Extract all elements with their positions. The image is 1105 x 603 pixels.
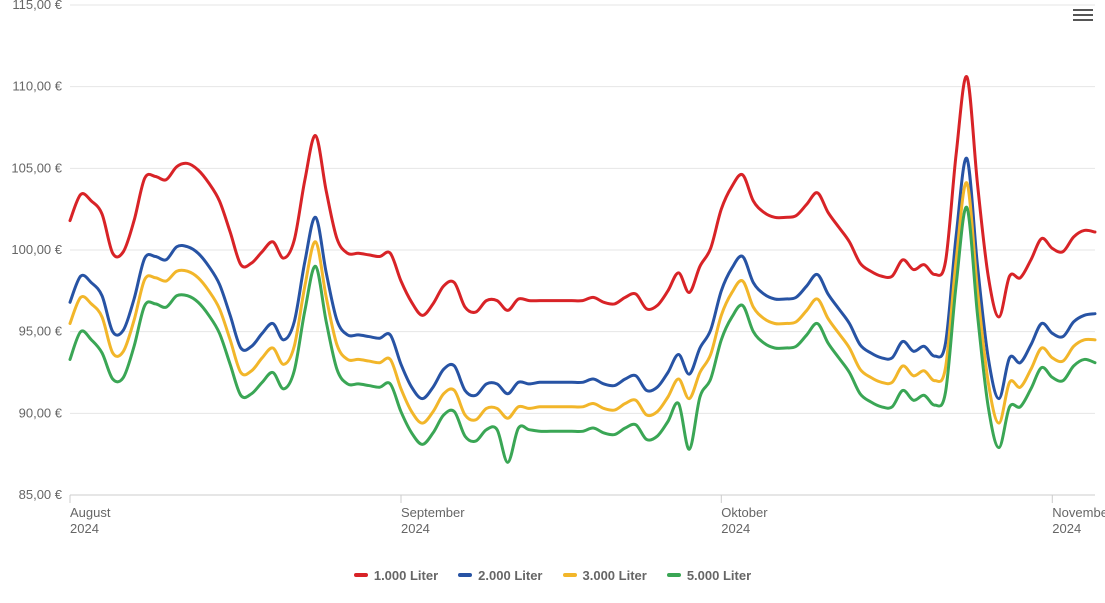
- svg-text:2024: 2024: [401, 521, 430, 536]
- svg-text:85,00 €: 85,00 €: [19, 487, 63, 502]
- legend-swatch: [563, 573, 577, 577]
- legend-swatch: [354, 573, 368, 577]
- hamburger-menu-icon[interactable]: [1073, 6, 1093, 22]
- chart-legend: 1.000 Liter 2.000 Liter 3.000 Liter 5.000 L…: [0, 565, 1105, 583]
- legend-label: 2.000 Liter: [478, 568, 542, 583]
- svg-text:115,00 €: 115,00 €: [12, 0, 62, 12]
- svg-text:2024: 2024: [1052, 521, 1081, 536]
- legend-swatch: [458, 573, 472, 577]
- chart-canvas: 85,00 € 90,00 € 95,00 € 100,00 € 105,00 € 110…: [0, 0, 1105, 603]
- svg-text:September: September: [401, 505, 465, 520]
- legend-label: 3.000 Liter: [583, 568, 647, 583]
- price-chart: 85,00 € 90,00 € 95,00 € 100,00 € 105,00 € 110…: [0, 0, 1105, 603]
- svg-text:2024: 2024: [70, 521, 99, 536]
- legend-item[interactable]: 1.000 Liter: [354, 568, 438, 583]
- legend-item[interactable]: 5.000 Liter: [667, 568, 751, 583]
- svg-text:November: November: [1052, 505, 1105, 520]
- svg-text:110,00 €: 110,00 €: [12, 79, 62, 94]
- svg-text:August: August: [70, 505, 111, 520]
- svg-text:100,00 €: 100,00 €: [11, 242, 62, 257]
- legend-label: 5.000 Liter: [687, 568, 751, 583]
- svg-text:2024: 2024: [721, 521, 750, 536]
- svg-text:105,00 €: 105,00 €: [11, 160, 62, 175]
- svg-text:95,00 €: 95,00 €: [19, 324, 63, 339]
- legend-item[interactable]: 3.000 Liter: [563, 568, 647, 583]
- svg-text:Oktober: Oktober: [721, 505, 768, 520]
- legend-label: 1.000 Liter: [374, 568, 438, 583]
- svg-text:90,00 €: 90,00 €: [19, 405, 63, 420]
- legend-item[interactable]: 2.000 Liter: [458, 568, 542, 583]
- legend-swatch: [667, 573, 681, 577]
